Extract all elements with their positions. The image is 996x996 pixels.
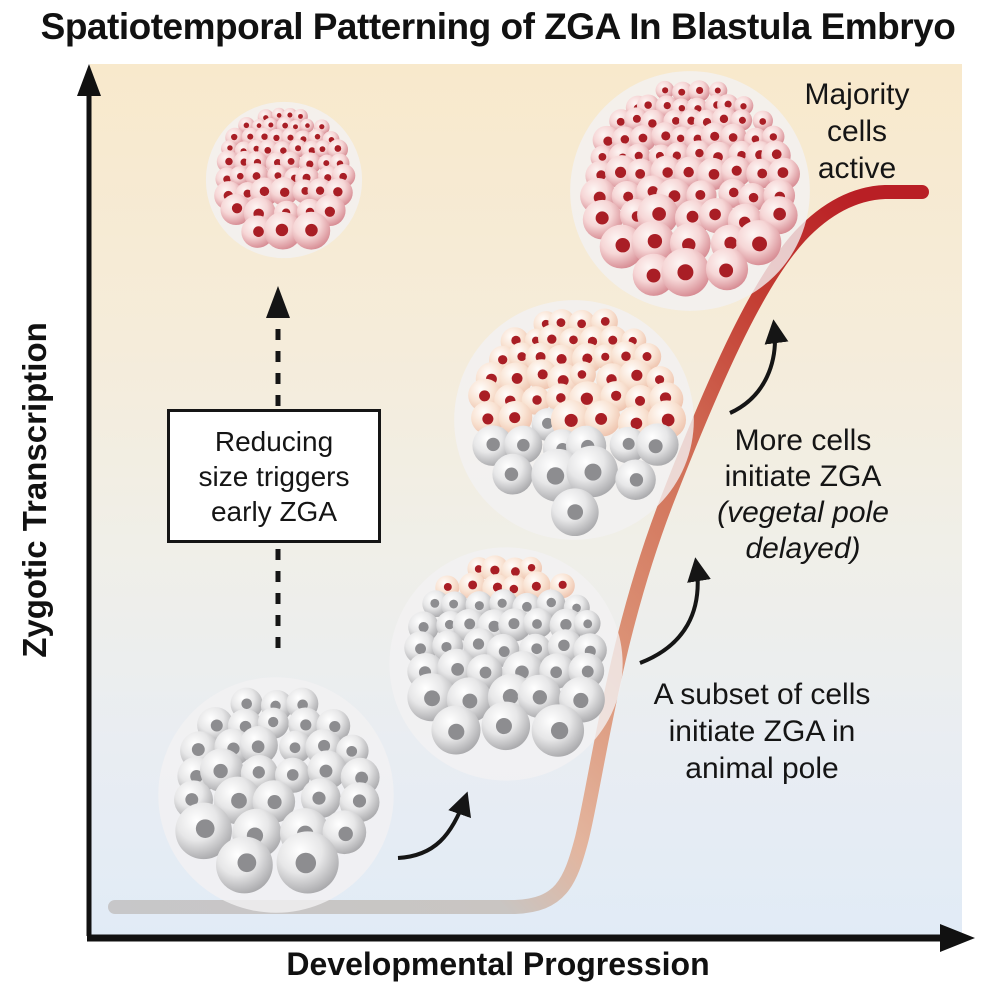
annotation-line: active [817, 152, 897, 185]
annotation-subset-animal-pole: A subset of cells initiate ZGA in animal… [637, 676, 887, 787]
annotation-more-cells-initiate-zga: More cells initiate ZGA (vegetal pole de… [697, 423, 909, 567]
y-axis-label: Zygotic Transcription [16, 322, 53, 658]
annotation-majority-cells-active: Majority cells active [757, 76, 957, 187]
x-axis-label: Developmental Progression [286, 946, 710, 982]
annotation-line: cells [826, 115, 887, 148]
stage-2-embryo [389, 547, 623, 781]
y-axis-arrowhead-icon [77, 64, 101, 96]
y-axis [77, 64, 101, 936]
curved-arrow-to-curve-3 [729, 319, 789, 415]
annotation-line: More cells [734, 424, 872, 457]
annotation-line: A subset of cells [653, 678, 871, 711]
curved-arrow-to-curve-1 [397, 791, 471, 860]
callout-line: Reducing [214, 425, 334, 457]
stage-4-embryo [570, 71, 810, 311]
annotation-line-italic: (vegetal pole [717, 496, 889, 529]
stage-1-embryo [158, 677, 394, 913]
dashed-arrowhead-icon [266, 286, 290, 318]
annotation-line: animal pole [685, 752, 839, 785]
figure-title: Spatiotemporal Patterning of ZGA In Blas… [40, 6, 956, 47]
annotation-line-italic: delayed) [745, 532, 861, 565]
curved-arrow-to-curve-2 [639, 557, 711, 665]
dashed-up-arrow [266, 286, 290, 648]
reduced-size-embryo [205, 101, 363, 259]
annotation-line: initiate ZGA in [668, 715, 856, 748]
callout-line: size triggers [198, 460, 350, 492]
callout-line: early ZGA [210, 495, 338, 527]
x-axis-arrowhead-icon [940, 924, 975, 952]
annotation-line: initiate ZGA [724, 460, 882, 493]
x-axis [87, 924, 975, 952]
annotation-line: Majority [804, 78, 910, 111]
reducing-size-callout-box: Reducing size triggers early ZGA [167, 409, 381, 543]
stage-3-embryo [454, 300, 694, 540]
transcription-curve [108, 185, 929, 914]
